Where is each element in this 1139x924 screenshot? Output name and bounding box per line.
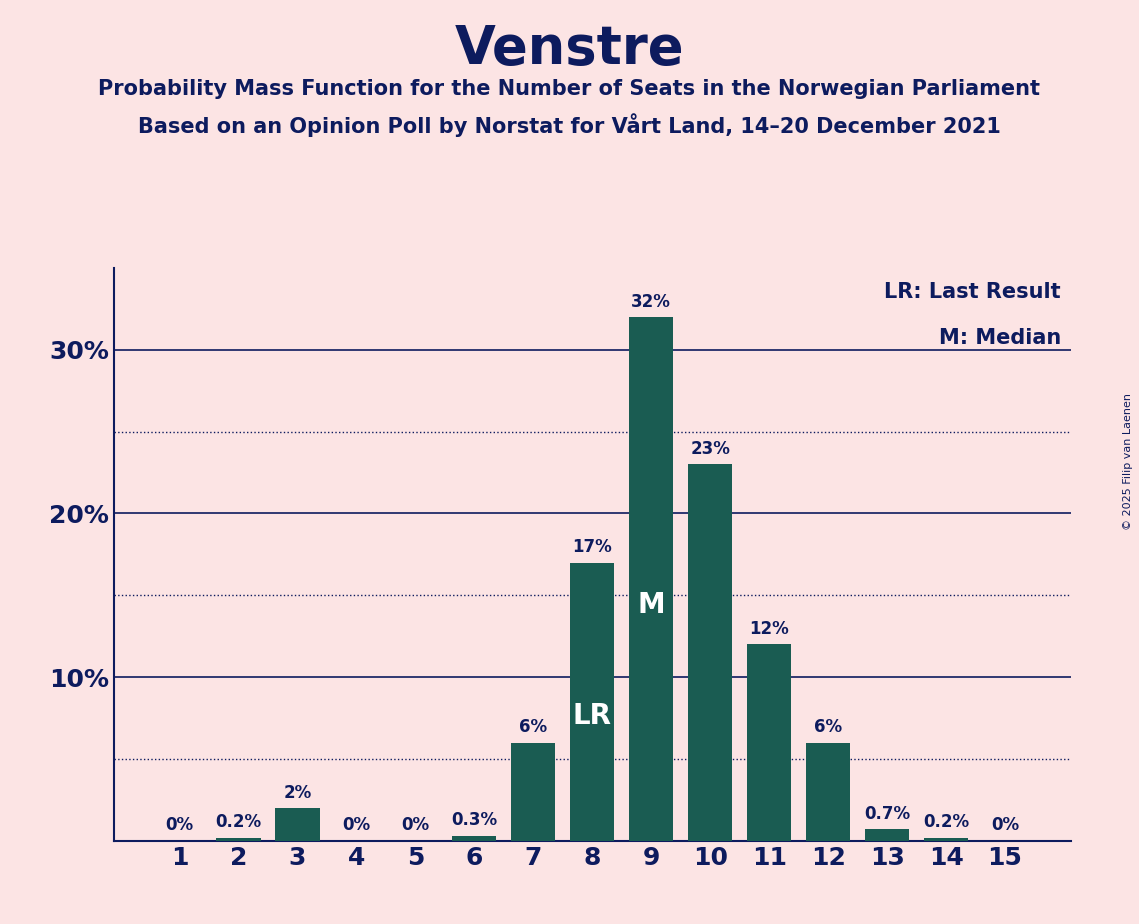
Text: 0%: 0%	[991, 816, 1019, 834]
Text: © 2025 Filip van Laenen: © 2025 Filip van Laenen	[1123, 394, 1133, 530]
Bar	[865, 830, 909, 841]
Text: 0.2%: 0.2%	[923, 813, 969, 831]
Text: M: Median: M: Median	[939, 328, 1062, 348]
Text: 0.2%: 0.2%	[215, 813, 262, 831]
Text: 2%: 2%	[284, 784, 312, 801]
Text: LR: LR	[573, 701, 612, 730]
Text: 6%: 6%	[519, 718, 548, 736]
Bar	[571, 563, 614, 841]
Bar	[216, 837, 261, 841]
Text: LR: Last Result: LR: Last Result	[885, 283, 1062, 302]
Bar	[688, 465, 732, 841]
Text: Venstre: Venstre	[454, 23, 685, 75]
Text: M: M	[638, 591, 665, 619]
Bar	[806, 743, 851, 841]
Text: 17%: 17%	[573, 538, 612, 556]
Bar	[276, 808, 320, 841]
Text: 23%: 23%	[690, 440, 730, 457]
Bar	[747, 644, 792, 841]
Text: 0%: 0%	[343, 816, 370, 834]
Text: 0%: 0%	[165, 816, 194, 834]
Text: 0.7%: 0.7%	[865, 805, 910, 823]
Bar	[924, 837, 968, 841]
Bar	[452, 836, 497, 841]
Text: 32%: 32%	[631, 293, 671, 310]
Bar	[511, 743, 556, 841]
Text: Probability Mass Function for the Number of Seats in the Norwegian Parliament: Probability Mass Function for the Number…	[98, 79, 1041, 99]
Text: 0.3%: 0.3%	[451, 811, 498, 830]
Text: 6%: 6%	[814, 718, 842, 736]
Text: 12%: 12%	[749, 620, 789, 638]
Text: 0%: 0%	[401, 816, 429, 834]
Bar	[629, 317, 673, 841]
Text: Based on an Opinion Poll by Norstat for Vårt Land, 14–20 December 2021: Based on an Opinion Poll by Norstat for …	[138, 113, 1001, 137]
